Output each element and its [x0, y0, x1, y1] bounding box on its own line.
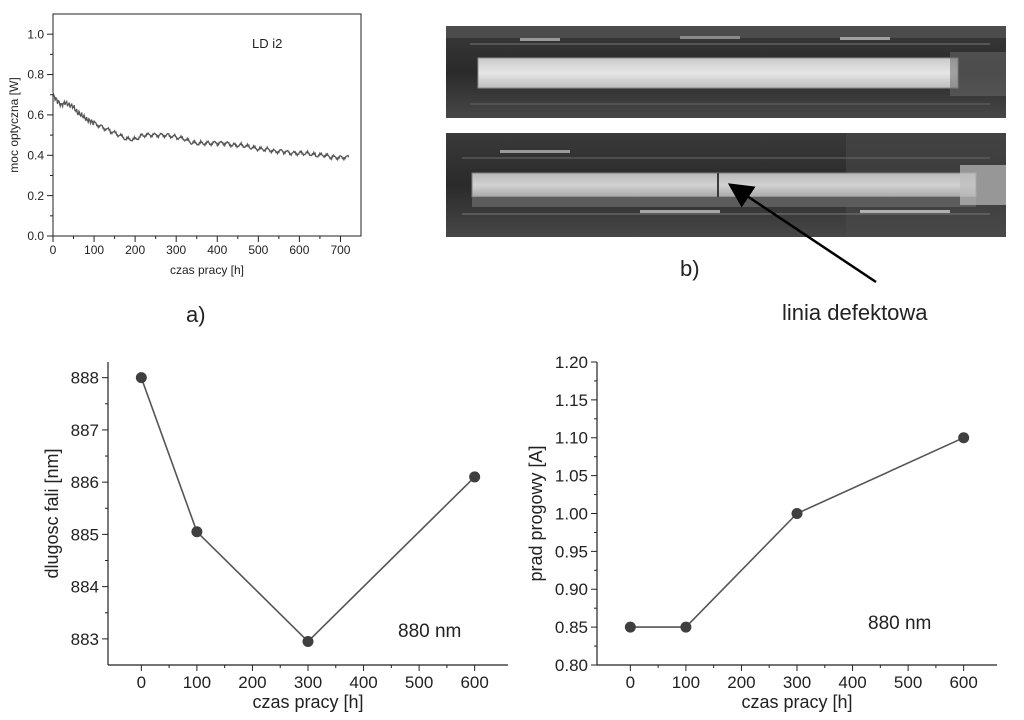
y-tick-label: 888 — [71, 369, 99, 388]
data-point — [135, 372, 147, 384]
x-tick-label: 500 — [405, 673, 433, 692]
x-tick-label: 700 — [330, 243, 350, 257]
x-tick-label: 300 — [294, 673, 322, 692]
plot-frame — [52, 13, 362, 237]
x-tick-label: 400 — [838, 673, 866, 692]
laser-facet-image-top — [446, 26, 1006, 118]
y-tick-label: 0.4 — [27, 148, 44, 162]
x-tick-label: 500 — [894, 673, 922, 692]
x-tick-label: 500 — [248, 243, 268, 257]
x-tick-label: 300 — [166, 243, 186, 257]
data-point — [191, 526, 203, 538]
x-tick-label: 0 — [50, 243, 57, 257]
y-tick-label: 0.2 — [27, 189, 44, 203]
microscope-images — [446, 26, 1006, 237]
y-tick-label: 0.6 — [27, 108, 44, 122]
panel-label-b: b) — [680, 256, 700, 281]
y-tick-label: 1.05 — [555, 467, 588, 486]
x-tick-label: 100 — [183, 673, 211, 692]
panel-label-a: a) — [186, 302, 206, 327]
data-point — [302, 635, 314, 647]
y-axis-label: moc optyczna [W] — [7, 77, 21, 172]
y-tick-label: 885 — [71, 525, 99, 544]
x-tick-label: 400 — [207, 243, 227, 257]
x-tick-label: 200 — [727, 673, 755, 692]
x-tick-label: 0 — [626, 673, 635, 692]
y-axis-label: prad progowy [A] — [526, 445, 546, 581]
y-tick-label: 0.95 — [555, 542, 588, 561]
x-tick-label: 300 — [783, 673, 811, 692]
x-axis-label: czas pracy [h] — [170, 263, 244, 277]
x-tick-label: 100 — [672, 673, 700, 692]
chart-annotation: LD i2 — [252, 36, 282, 51]
optical-power-chart: LD i2 0 100 200 300 400 500 600 700 0.0 0.2 0.4 0.6… — [7, 13, 362, 277]
data-point — [791, 508, 803, 519]
series-line — [140, 377, 476, 643]
x-tick-label: 200 — [125, 243, 145, 257]
x-tick-label: 0 — [137, 673, 146, 692]
x-axis-label: czas pracy [h] — [252, 692, 363, 712]
y-tick-label: 0.8 — [27, 68, 44, 82]
y-tick-label: 884 — [71, 578, 99, 597]
x-tick-label: 600 — [460, 673, 488, 692]
wavelength-chart: 880 nm 0 100 200 300 400 500 600 883 884 885 886 88… — [42, 362, 508, 712]
x-tick-label: 100 — [84, 243, 104, 257]
threshold-current-chart: 880 nm 0 100 200 300 400 500 600 0.80 0.85 0.90 0.… — [526, 353, 997, 712]
y-tick-label: 0.90 — [555, 580, 588, 599]
series-line — [52, 90, 350, 162]
y-tick-label: 0.80 — [555, 656, 588, 675]
chart-annotation: 880 nm — [398, 621, 461, 642]
laser-facet-image-bottom — [446, 133, 1006, 237]
y-axis-label: dlugosc fali [nm] — [42, 448, 62, 578]
series-line — [630, 436, 965, 628]
defect-arrow — [727, 183, 877, 284]
y-tick-label: 883 — [71, 630, 99, 649]
y-tick-label: 887 — [71, 421, 99, 440]
x-tick-label: 600 — [949, 673, 977, 692]
chart-annotation: 880 nm — [868, 613, 931, 634]
y-tick-label: 1.10 — [555, 429, 588, 448]
x-tick-label: 600 — [289, 243, 309, 257]
y-tick-label: 1.20 — [555, 353, 588, 372]
data-point — [469, 471, 481, 483]
data-point — [958, 432, 970, 444]
data-point — [680, 621, 692, 633]
y-tick-label: 1.0 — [27, 27, 44, 41]
y-tick-label: 1.15 — [555, 391, 588, 410]
x-axis-label: czas pracy [h] — [741, 692, 852, 712]
x-tick-label: 400 — [349, 673, 377, 692]
y-tick-label: 1.00 — [555, 504, 588, 523]
y-tick-label: 0.0 — [27, 229, 44, 243]
y-tick-label: 886 — [71, 473, 99, 492]
x-tick-label: 200 — [238, 673, 266, 692]
defect-line-label: linia defektowa — [782, 300, 928, 325]
y-tick-label: 0.85 — [555, 618, 588, 637]
data-point — [624, 621, 636, 633]
